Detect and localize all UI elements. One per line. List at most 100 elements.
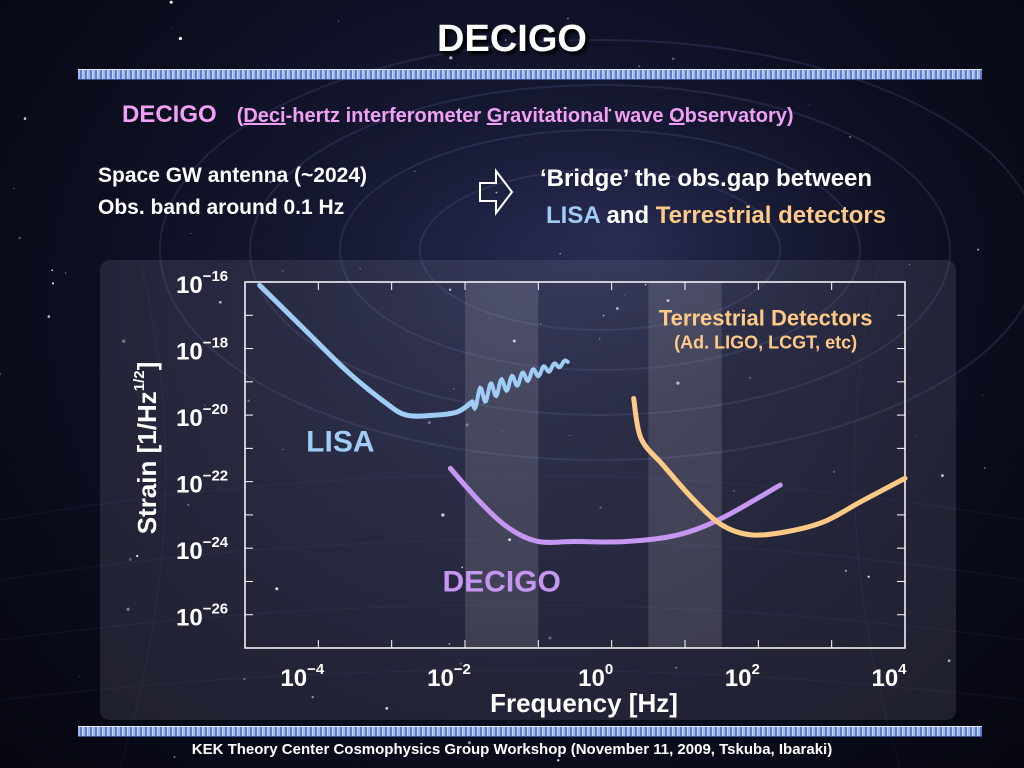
star [638,65,640,68]
star [453,388,455,390]
x-tick-label: 102 [725,661,760,692]
star [219,301,222,304]
star [428,421,431,424]
star [359,268,361,270]
star [982,394,983,396]
star [733,490,735,492]
mission-info-line-1: Space GW antenna (~2024) [98,164,368,187]
x-tick-label: 10−2 [427,661,471,692]
star [247,399,250,402]
star [749,377,751,379]
star [666,299,670,302]
bridge-and: and [599,202,656,229]
star [832,470,836,473]
x-tick-label: 104 [871,661,907,692]
terrestrial-sublabel: (Ad. LIGO, LCGT, etc) [674,333,857,353]
star [0,373,2,376]
subtitle-open: ( [236,105,244,127]
star [947,659,951,663]
star [602,314,605,317]
star [136,554,139,558]
subtitle: DECIGO (Deci-hertz interferometer Gravita… [122,101,794,129]
star [449,288,452,291]
subtitle-o: O [669,105,685,127]
star [459,662,462,665]
star [467,741,471,745]
star [64,272,67,274]
star [977,248,980,251]
plot-panel [100,260,956,720]
bridge-statement: ‘Bridge’ the obs.gap between LISA and Te… [540,160,886,234]
right-arrow-icon [479,168,514,216]
star [461,566,464,569]
subtitle-deci: Deci [243,105,286,127]
star [624,294,626,296]
star [599,506,602,509]
star [413,170,416,173]
star [172,28,174,30]
star [673,117,676,120]
subtitle-part1: -hertz interferometer [285,105,487,127]
star [983,467,986,469]
bottom-divider-band [78,726,982,737]
star [466,668,469,672]
y-tick-label: 10−20 [176,401,228,432]
star [540,323,542,325]
grid-lines [0,259,1024,768]
star [126,607,130,611]
star [275,587,279,591]
star [672,57,675,60]
star [311,695,314,699]
star [548,636,552,640]
star [821,315,823,318]
star [567,17,569,20]
star [187,504,189,506]
star [599,338,601,340]
y-tick-label: 10−16 [176,268,228,299]
subtitle-g: G [486,105,503,127]
y-tick-label: 10−26 [176,601,228,632]
star [18,236,21,240]
star [338,20,339,22]
terrestrial-label: Terrestrial Detectors [659,305,873,330]
star [844,569,847,572]
star [282,449,284,451]
subtitle-abbr: DECIGO [122,101,217,128]
star [940,474,944,478]
x-tick-label: 10−4 [280,661,324,692]
star [173,756,176,758]
star [512,339,516,343]
subtitle-full: (Deci-hertz interferometer Gravitational… [237,105,794,127]
mission-info-line-2: Obs. band around 0.1 Hz [98,196,345,219]
bridge-lisa: LISA [546,202,600,229]
star [243,677,246,681]
y-tick-label: 10−18 [176,335,228,366]
footer-text: KEK Theory Center Cosmophysics Group Wor… [191,741,833,758]
y-axis-label: Strain [1/Hz1/2] [131,362,162,535]
y-tick-label: 10−22 [176,468,228,499]
ripple-rings [159,39,1024,461]
star [47,315,51,318]
star [548,213,551,216]
star [569,435,571,437]
star [505,39,507,41]
star [676,381,680,385]
star [495,191,498,194]
decigo-curve [447,465,783,545]
star [190,233,192,234]
shaded-band-1 [465,282,539,648]
mission-info: Space GW antenna (~2024) Obs. band aroun… [98,160,367,224]
lisa-curve [257,282,475,419]
lisa-wiggle [470,358,570,412]
star [51,269,54,272]
star [281,269,284,272]
star [204,404,206,407]
star [178,36,183,41]
star [51,282,55,285]
star [556,759,560,762]
terrestrial-detectors-curve [631,395,908,538]
star [128,557,132,562]
star [559,253,561,255]
